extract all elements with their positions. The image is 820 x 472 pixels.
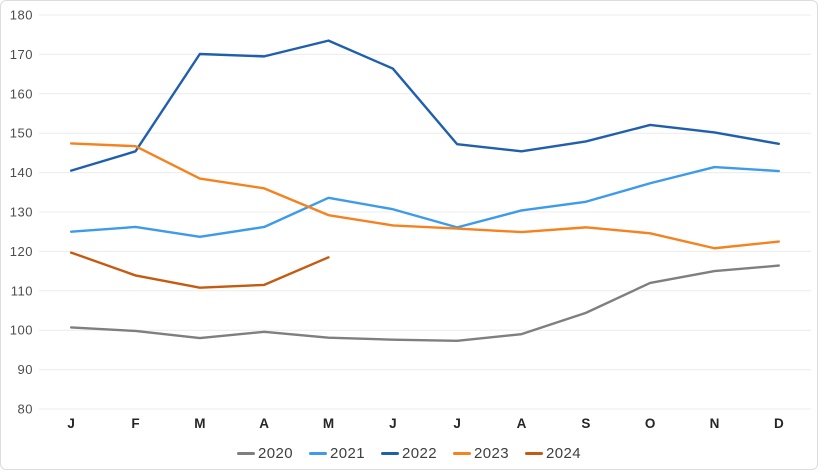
legend-label: 2020 (258, 444, 294, 462)
y-axis-tick-label: 110 (11, 283, 33, 298)
chart-legend: 2020 2021 2022 2023 2024 (1, 437, 817, 469)
x-axis-label: M (323, 416, 334, 431)
legend-label: 2024 (545, 444, 581, 462)
y-axis-tick-label: 160 (10, 86, 33, 101)
y-axis-tick-label: 150 (10, 126, 33, 141)
x-axis-label: J (453, 416, 461, 431)
series-line-2023 (69, 142, 781, 250)
y-axis-tick-label: 90 (18, 362, 33, 377)
legend-item-2020[interactable]: 2020 (237, 445, 293, 462)
legend-item-2024[interactable]: 2024 (524, 444, 581, 462)
legend-label: 2021 (330, 444, 365, 462)
x-axis-label: A (517, 416, 527, 431)
legend-item-2023[interactable]: 2023 (452, 444, 509, 462)
legend-swatch-2020 (237, 451, 256, 455)
y-axis-tick-label: 100 (10, 323, 33, 338)
y-axis-tick-label: 140 (10, 165, 33, 180)
y-axis-tick-label: 80 (18, 402, 33, 417)
series-line-2021 (69, 165, 781, 239)
legend-swatch-2022 (381, 451, 399, 455)
series-line-2020 (69, 264, 781, 343)
y-axis-tick-label: 180 (10, 8, 33, 23)
series-line-2022 (69, 39, 781, 172)
x-axis-label: D (774, 416, 784, 431)
line-chart: 180 170 160 150 140 130 120 110 100 90 80 J F M A M J J A S… (10, 8, 811, 431)
legend-swatch-2024 (524, 451, 543, 455)
y-axis-tick-label: 130 (10, 205, 33, 220)
legend-swatch-2023 (452, 451, 471, 455)
y-axis-tick-label: 120 (10, 244, 33, 259)
x-axis-label: M (194, 416, 205, 431)
legend-swatch-2021 (309, 451, 328, 455)
y-axis-tick-label: 170 (10, 47, 33, 62)
x-axis-label: A (259, 416, 269, 431)
x-axis-label: O (645, 416, 656, 431)
series-line-2024 (69, 251, 330, 289)
x-axis-label: N (710, 416, 720, 431)
x-axis-label: J (389, 416, 397, 431)
x-axis-label: S (581, 416, 590, 431)
x-axis-label: F (131, 416, 139, 431)
legend-item-2021[interactable]: 2021 (309, 445, 365, 462)
x-axis-label: J (67, 416, 75, 431)
legend-label: 2022 (402, 444, 437, 462)
legend-item-2022[interactable]: 2022 (381, 445, 437, 462)
legend-label: 2023 (473, 444, 509, 462)
